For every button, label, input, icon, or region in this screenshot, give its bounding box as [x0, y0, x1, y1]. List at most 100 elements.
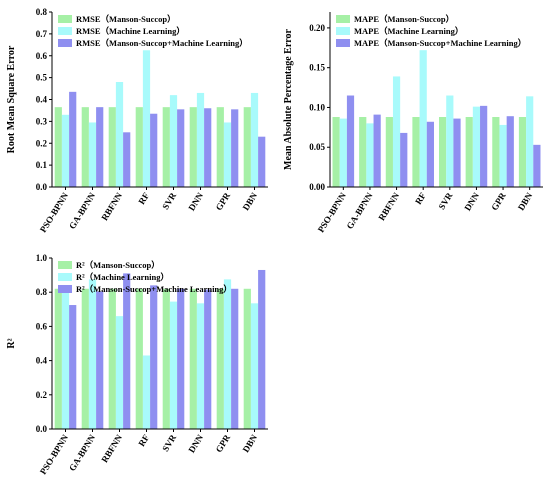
bar: [518, 117, 527, 187]
bar: [96, 107, 104, 187]
x-tick-label: PSO-BPNN: [38, 432, 71, 476]
bar: [54, 288, 62, 429]
y-tick-label: 1.0: [36, 253, 48, 263]
bar: [162, 288, 170, 429]
y-tick-label: 0.8: [36, 7, 48, 17]
bar: [61, 114, 70, 187]
x-tick-label: GA-BPNN: [344, 190, 374, 230]
y-tick-label: 0.6: [36, 51, 48, 61]
x-tick-label: RF: [136, 190, 151, 206]
bar: [332, 117, 340, 187]
bar: [373, 114, 381, 187]
bar: [339, 118, 347, 187]
legend-swatch: [58, 285, 72, 293]
bar: [54, 107, 62, 187]
bar: [243, 107, 251, 187]
bar: [123, 132, 131, 187]
x-tick-label: PSO-BPNN: [316, 190, 349, 234]
bar: [480, 105, 488, 187]
bar: [533, 144, 541, 187]
rmse-chart: 0.0 0.1 0.2 0.3 0.4 0.5 0.6 0.7 0.8 PSO-BPNNGA-BP…: [6, 7, 268, 234]
y-axis-label: R²: [6, 338, 17, 348]
legend-label: MAPE（Machine Learning）: [354, 26, 463, 36]
bar: [81, 288, 89, 429]
bar: [506, 116, 514, 187]
legend-label: R²（Machine Learning）: [76, 272, 169, 282]
x-tick-label: SVR: [436, 190, 454, 211]
bar: [108, 107, 116, 187]
x-tick-label: DBN: [516, 190, 535, 212]
bar: [177, 109, 185, 187]
y-tick-label: 0.6: [36, 321, 48, 331]
bar: [196, 303, 205, 429]
legend-label: R²（Manson-Succop+Machine Learning）: [76, 284, 232, 294]
legend-swatch: [58, 15, 72, 23]
x-tick-label: DNN: [186, 432, 205, 454]
bar: [88, 122, 97, 187]
x-tick-label: SVR: [160, 190, 178, 211]
bar: [465, 117, 473, 187]
y-axis-label: Mean Absolute Percentage Error: [283, 28, 294, 170]
bar: [169, 301, 178, 429]
legend-label: MAPE（Manson-Succop+Machine Learning）: [354, 38, 526, 48]
legend-swatch: [336, 39, 350, 47]
bar: [385, 117, 393, 187]
bar: [453, 118, 461, 187]
bar: [81, 107, 89, 187]
x-tick-label: RBFNN: [376, 190, 401, 222]
x-tick-label: GA-BPNN: [67, 190, 97, 230]
x-tick-label: PSO-BPNN: [38, 190, 71, 234]
bar: [250, 92, 259, 187]
bar: [419, 50, 427, 188]
bar: [142, 355, 151, 429]
x-tick-label: GPR: [214, 432, 233, 454]
y-tick-label: 0.00: [309, 182, 325, 192]
y-tick-label: 0.0: [36, 182, 48, 192]
legend-swatch: [58, 273, 72, 281]
y-tick-label: 0.4: [36, 356, 48, 366]
bar: [123, 273, 131, 429]
bar: [392, 76, 401, 187]
legend-swatch: [58, 261, 72, 269]
bar: [196, 92, 205, 187]
bar: [96, 291, 104, 429]
bar: [223, 279, 232, 430]
bar: [366, 123, 374, 187]
x-tick-label: RF: [413, 190, 428, 206]
bar: [61, 285, 70, 429]
bar: [177, 288, 185, 429]
bar: [204, 108, 212, 187]
bar: [150, 113, 158, 187]
legend-swatch: [58, 27, 72, 35]
y-tick-label: 0.20: [309, 23, 325, 33]
bar: [189, 288, 197, 429]
legend-label: R²（Manson-Succop）: [76, 260, 160, 270]
bar: [250, 303, 259, 429]
y-tick-label: 0.5: [36, 73, 48, 83]
y-tick-label: 0.7: [36, 29, 48, 39]
bar: [162, 107, 170, 187]
y-tick-label: 0.8: [36, 287, 48, 297]
x-tick-label: DNN: [186, 190, 205, 212]
bar: [499, 124, 507, 187]
x-tick-label: RF: [136, 432, 151, 448]
y-tick-label: 0.2: [36, 390, 48, 400]
bar: [189, 107, 197, 187]
legend-swatch: [336, 27, 350, 35]
bar: [472, 106, 481, 187]
legend-swatch: [336, 15, 350, 23]
bar: [446, 95, 454, 187]
bar: [231, 109, 239, 187]
bar: [258, 269, 266, 429]
bar: [231, 288, 239, 429]
x-tick-label: SVR: [160, 432, 178, 453]
bar: [258, 136, 266, 187]
bar: [135, 107, 143, 187]
x-tick-label: GPR: [489, 190, 508, 212]
bar: [223, 122, 232, 187]
bar: [526, 96, 534, 187]
x-tick-label: GPR: [214, 190, 233, 212]
bar: [115, 316, 124, 429]
